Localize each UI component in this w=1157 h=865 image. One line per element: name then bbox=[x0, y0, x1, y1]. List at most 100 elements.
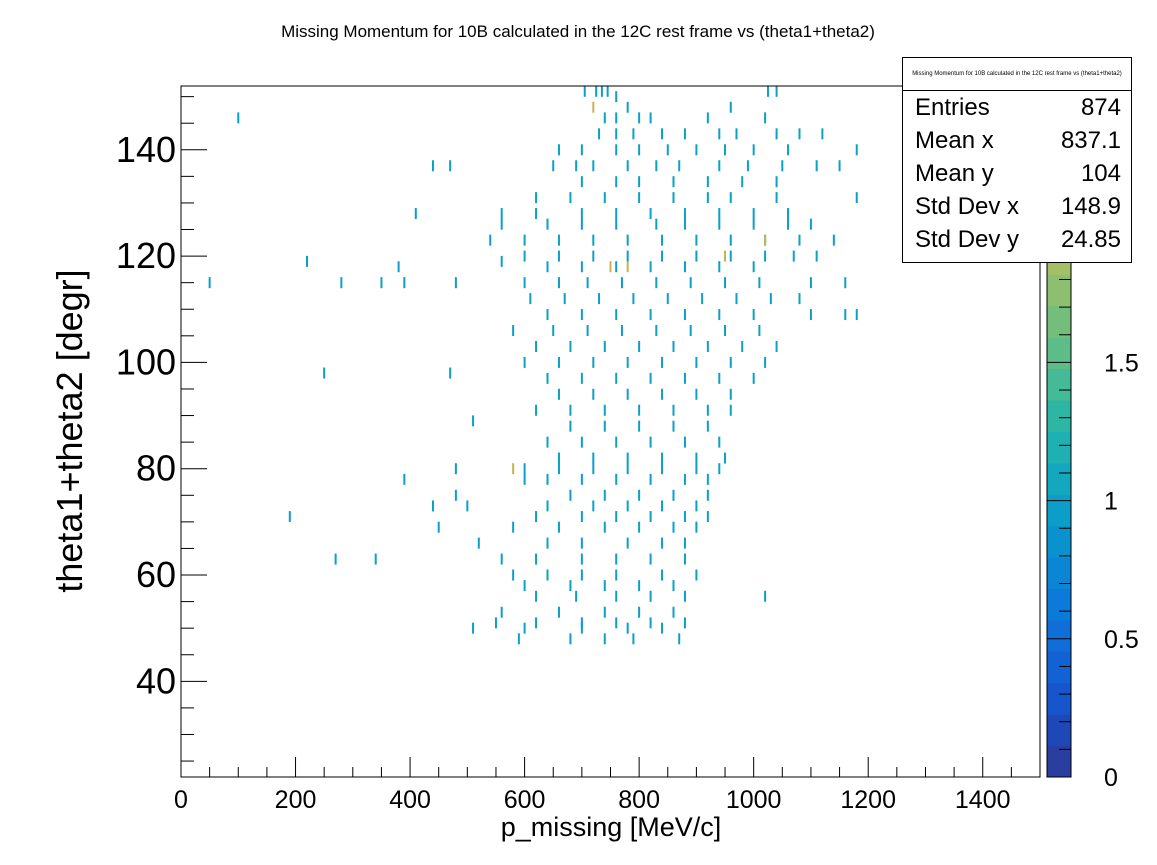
x-tick-label: 0 bbox=[174, 786, 188, 814]
heatmap-cell bbox=[626, 388, 629, 400]
heatmap-cell bbox=[557, 521, 560, 533]
x-axis-label: p_missing [MeV/c] bbox=[501, 812, 722, 842]
heatmap-cell-high bbox=[592, 101, 595, 113]
heatmap-cell bbox=[683, 128, 686, 140]
heatmap-cell bbox=[666, 144, 669, 156]
heatmap-cell bbox=[683, 617, 686, 629]
heatmap-cell bbox=[580, 218, 583, 230]
heatmap-cell bbox=[626, 463, 629, 475]
heatmap-cell bbox=[615, 590, 618, 602]
heatmap-cell bbox=[580, 144, 583, 156]
heatmap-cell bbox=[729, 250, 732, 262]
heatmap-cell bbox=[500, 218, 503, 230]
heatmap-cell bbox=[626, 101, 629, 113]
colorbar-segment bbox=[1047, 305, 1071, 338]
heatmap-cell bbox=[557, 277, 560, 289]
heatmap-cell bbox=[535, 617, 538, 629]
heatmap-cell bbox=[695, 144, 698, 156]
heatmap-cell bbox=[586, 277, 589, 289]
heatmap-cell bbox=[638, 404, 641, 416]
heatmap-cell bbox=[729, 388, 732, 400]
heatmap-cell bbox=[603, 580, 606, 592]
heatmap-cell bbox=[649, 261, 652, 273]
heatmap-cell bbox=[523, 356, 526, 368]
heatmap-cell bbox=[615, 309, 618, 321]
heatmap-cell bbox=[431, 500, 434, 512]
heatmap-cell bbox=[615, 372, 618, 384]
heatmap-cell bbox=[724, 144, 727, 156]
heatmap-cell bbox=[580, 372, 583, 384]
heatmap-cell bbox=[580, 473, 583, 485]
heatmap-cell bbox=[569, 580, 572, 592]
heatmap-cell bbox=[655, 325, 658, 337]
heatmap-cell bbox=[678, 160, 681, 172]
heatmap-cell bbox=[449, 367, 452, 379]
heatmap-cell bbox=[449, 160, 452, 172]
colorbar-tick-label: 0 bbox=[1104, 764, 1118, 792]
heatmap-cell bbox=[512, 569, 515, 581]
stats-label: Mean x bbox=[915, 127, 994, 154]
heatmap-cell bbox=[724, 325, 727, 337]
heatmap-cell bbox=[632, 128, 635, 140]
heatmap-cell bbox=[431, 160, 434, 172]
heatmap-cell bbox=[603, 420, 606, 432]
heatmap-cell bbox=[557, 463, 560, 475]
heatmap-cell bbox=[615, 569, 618, 581]
heatmap-cell bbox=[575, 590, 578, 602]
heatmap-cell bbox=[595, 85, 598, 97]
stats-label: Mean y bbox=[915, 160, 994, 187]
heatmap-cell bbox=[729, 192, 732, 204]
heatmap-cell bbox=[672, 521, 675, 533]
heatmap-cell bbox=[661, 622, 664, 634]
heatmap-cell bbox=[580, 622, 583, 634]
chart-title: Missing Momentum for 10B calculated in t… bbox=[281, 22, 875, 41]
heatmap-cell bbox=[557, 452, 560, 464]
heatmap-cell bbox=[600, 85, 603, 97]
heatmap-cell bbox=[592, 234, 595, 246]
stats-title: Missing Momentum for 10B calculated in t… bbox=[903, 58, 1131, 91]
x-tick-label: 200 bbox=[275, 786, 317, 814]
heatmap-cell bbox=[764, 590, 767, 602]
heatmap-cell bbox=[615, 218, 618, 230]
stats-rows: Entries 874 Mean x 837.1 Mean y 104 Std … bbox=[903, 91, 1131, 256]
heatmap-cell bbox=[626, 160, 629, 172]
heatmap-cell bbox=[575, 160, 578, 172]
heatmap-cell bbox=[472, 622, 475, 634]
heatmap-cell bbox=[752, 144, 755, 156]
heatmap-cell bbox=[535, 404, 538, 416]
heatmap-cell bbox=[638, 112, 641, 124]
heatmap-cell bbox=[672, 176, 675, 188]
heatmap-cell bbox=[472, 415, 475, 427]
heatmap-cell bbox=[683, 473, 686, 485]
heatmap-cell bbox=[632, 293, 635, 305]
heatmap-cell bbox=[815, 250, 818, 262]
heatmap-cell bbox=[535, 208, 538, 220]
heatmap-cell bbox=[787, 144, 790, 156]
y-tick-label: 40 bbox=[136, 660, 176, 701]
heatmap-cell bbox=[787, 208, 790, 220]
y-tick-label: 120 bbox=[116, 235, 176, 276]
colorbar-segment bbox=[1047, 431, 1071, 464]
heatmap-cell bbox=[752, 309, 755, 321]
heatmap-cell bbox=[580, 569, 583, 581]
heatmap-cell bbox=[603, 112, 606, 124]
heatmap-cell bbox=[603, 489, 606, 501]
heatmap-cell bbox=[764, 356, 767, 368]
x-tick-label: 600 bbox=[504, 786, 546, 814]
heatmap-cell bbox=[517, 633, 520, 645]
colorbar-tick-label: 1.5 bbox=[1104, 349, 1139, 377]
heatmap-cell bbox=[769, 293, 772, 305]
heatmap-cell bbox=[718, 463, 721, 475]
heatmap-cell bbox=[500, 208, 503, 220]
heatmap-cell bbox=[672, 489, 675, 501]
heatmap-cell-high bbox=[609, 261, 612, 273]
heatmap-cell bbox=[735, 293, 738, 305]
heatmap-cell bbox=[689, 325, 692, 337]
heatmap-cell bbox=[706, 489, 709, 501]
heatmap-cell bbox=[603, 192, 606, 204]
stats-label: Std Dev y bbox=[915, 226, 1020, 253]
heatmap-cell bbox=[809, 277, 812, 289]
heatmap-cell bbox=[454, 489, 457, 501]
heatmap-cell bbox=[672, 580, 675, 592]
heatmap-cell bbox=[775, 85, 778, 97]
